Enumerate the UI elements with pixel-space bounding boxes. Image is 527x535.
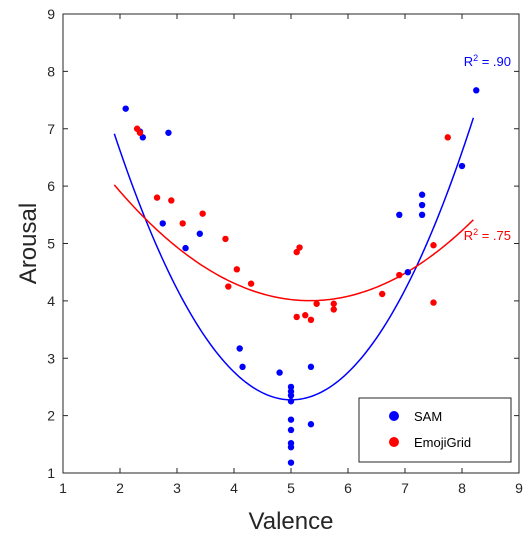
- legend-label-sam: SAM: [414, 409, 442, 424]
- data-point-sam: [236, 345, 243, 352]
- data-point-sam: [418, 191, 426, 198]
- data-point-emojigrid: [296, 244, 303, 251]
- data-point-emojigrid: [430, 242, 437, 249]
- legend-marker-emojigrid: [389, 437, 399, 447]
- fit-curves: [113, 117, 475, 401]
- data-point-sam: [458, 162, 466, 170]
- y-tick-label: 4: [47, 293, 55, 309]
- y-tick-label: 2: [47, 408, 55, 424]
- y-tick-label: 3: [47, 350, 55, 366]
- data-point-sam: [165, 129, 172, 136]
- x-tick-label: 9: [515, 480, 523, 496]
- legend-marker-sam: [389, 411, 399, 421]
- y-tick-label: 1: [47, 465, 55, 481]
- y-tick-label: 9: [47, 6, 55, 22]
- data-point-sam: [122, 105, 129, 112]
- data-point-sam: [287, 459, 295, 466]
- data-points: [122, 87, 480, 466]
- legend-label-emojigrid: EmojiGrid: [414, 435, 471, 450]
- data-point-emojigrid: [168, 197, 175, 204]
- data-point-sam: [182, 244, 189, 252]
- data-point-sam: [287, 426, 295, 434]
- sam-r2-annotation: R2 = .90: [464, 53, 511, 69]
- y-tick-label: 5: [47, 236, 55, 252]
- x-tick-label: 6: [344, 480, 352, 496]
- data-point-sam: [139, 134, 146, 141]
- x-tick-label: 1: [59, 480, 67, 496]
- data-point-emojigrid: [302, 312, 309, 319]
- fit-curve-emojigrid: [113, 184, 474, 302]
- x-tick-label: 3: [173, 480, 181, 496]
- data-point-emojigrid: [222, 235, 229, 243]
- data-point-emojigrid: [136, 129, 144, 136]
- axis-ticks: 1 2 3 4 5 6 7 8 9 1 2 3 4 5 6 7 8 9: [47, 6, 523, 496]
- data-point-sam: [239, 363, 246, 371]
- data-point-sam: [307, 363, 315, 371]
- data-point-emojigrid: [307, 316, 315, 324]
- data-point-sam: [307, 421, 315, 428]
- emojigrid-r2-annotation: R2 = .75: [464, 227, 511, 243]
- data-point-emojigrid: [247, 280, 255, 287]
- x-tick-label: 7: [401, 480, 409, 496]
- data-point-emojigrid: [330, 306, 337, 313]
- data-point-emojigrid: [379, 290, 386, 298]
- data-point-emojigrid: [293, 248, 300, 256]
- data-point-emojigrid: [396, 271, 403, 279]
- data-point-sam: [396, 211, 403, 219]
- data-point-emojigrid: [233, 266, 241, 273]
- data-point-emojigrid: [179, 220, 186, 227]
- y-axis-title: Arousal: [15, 203, 42, 284]
- data-point-emojigrid: [444, 134, 451, 141]
- data-point-emojigrid: [225, 283, 232, 290]
- data-point-sam: [287, 383, 295, 391]
- y-tick-label: 7: [47, 121, 55, 137]
- x-tick-label: 8: [458, 480, 466, 496]
- data-point-sam: [287, 398, 295, 405]
- data-point-sam: [287, 392, 295, 399]
- y-tick-label: 6: [47, 178, 55, 194]
- data-point-emojigrid: [153, 194, 161, 201]
- x-tick-label: 4: [230, 480, 238, 496]
- data-point-sam: [287, 416, 295, 423]
- data-point-emojigrid: [199, 210, 206, 217]
- x-tick-label: 2: [116, 480, 124, 496]
- data-point-sam: [276, 369, 283, 376]
- legend-box: [358, 397, 512, 463]
- data-point-sam: [159, 220, 166, 227]
- data-point-emojigrid: [293, 313, 300, 321]
- data-point-sam: [287, 443, 295, 451]
- data-point-sam: [196, 230, 203, 237]
- x-axis-title: Valence: [249, 508, 334, 535]
- legend: SAM EmojiGrid: [358, 397, 512, 463]
- data-point-sam: [473, 87, 480, 94]
- y-tick-label: 8: [47, 63, 55, 79]
- data-point-emojigrid: [313, 300, 320, 307]
- data-point-emojigrid: [330, 300, 337, 307]
- data-point-emojigrid: [430, 299, 437, 306]
- data-point-sam: [404, 268, 412, 276]
- x-tick-label: 5: [287, 480, 295, 496]
- data-point-sam: [418, 201, 426, 209]
- data-point-sam: [418, 211, 426, 219]
- fit-curve-sam: [113, 117, 475, 401]
